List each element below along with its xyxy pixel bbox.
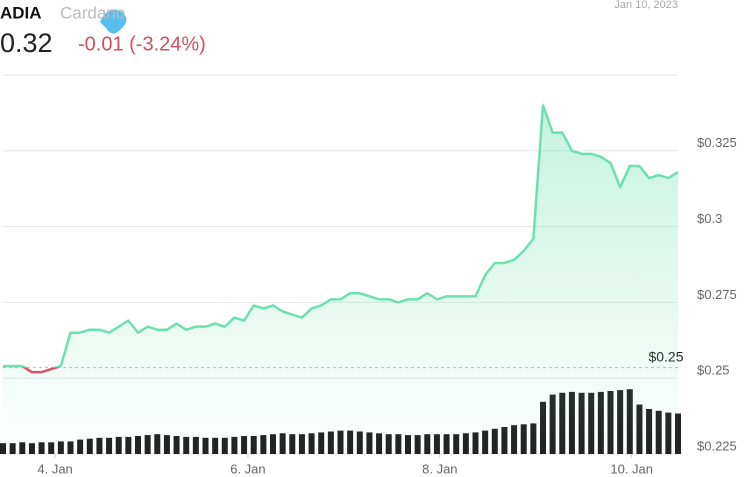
- date: Jan 10, 2023: [614, 0, 678, 11]
- x-tick-label: 8. Jan: [422, 461, 457, 476]
- logo-icon: [100, 9, 127, 34]
- x-tick-label: 10. Jan: [610, 461, 653, 476]
- asset-name: Cardano: [60, 3, 125, 22]
- price-change: -0.01 (-3.24%): [78, 33, 206, 55]
- price-line: [3, 104, 679, 374]
- plot: $0.25: [3, 104, 684, 454]
- y-tick-label: $0.325: [697, 135, 737, 150]
- y-tick-label: $0.225: [697, 438, 737, 453]
- y-tick-label: $0.275: [697, 287, 737, 302]
- x-tick-label: 6. Jan: [230, 461, 265, 476]
- logo: ADIA: [0, 3, 42, 22]
- y-tick-label: $0.3: [697, 211, 722, 226]
- x-tick-label: 4. Jan: [37, 461, 72, 476]
- axes: $0.225 $0.25 $0.275 $0.3 $0.325 4. Jan 6. Jan 8…: [37, 135, 736, 476]
- area: [3, 105, 678, 454]
- price: 0.32: [0, 28, 53, 58]
- y-tick-label: $0.25: [697, 363, 730, 378]
